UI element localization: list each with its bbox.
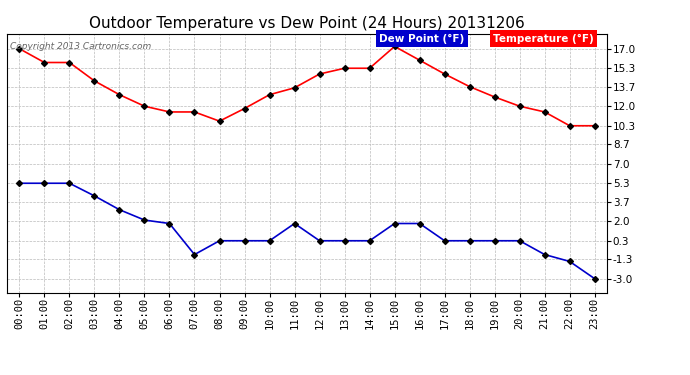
Title: Outdoor Temperature vs Dew Point (24 Hours) 20131206: Outdoor Temperature vs Dew Point (24 Hou… (89, 16, 525, 31)
Text: Temperature (°F): Temperature (°F) (493, 34, 594, 44)
Text: Copyright 2013 Cartronics.com: Copyright 2013 Cartronics.com (10, 42, 151, 51)
Text: Dew Point (°F): Dew Point (°F) (379, 34, 464, 44)
